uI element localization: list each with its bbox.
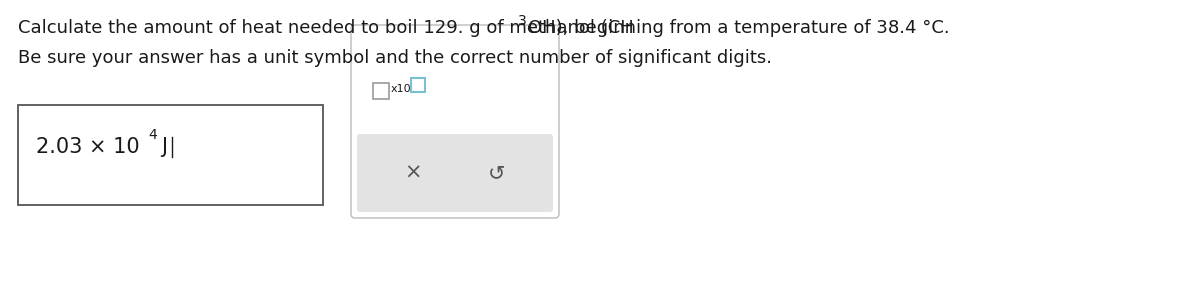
Text: 4: 4 — [148, 128, 157, 142]
Bar — [18, 105, 323, 205]
FancyBboxPatch shape — [352, 25, 559, 218]
Text: ×: × — [404, 163, 422, 183]
Bar — [410, 78, 425, 92]
Text: J: J — [161, 137, 167, 157]
Text: Calculate the amount of heat needed to boil 129. g of methanol (CH: Calculate the amount of heat needed to b… — [18, 19, 634, 37]
Text: OH), beginning from a temperature of 38.4 °C.: OH), beginning from a temperature of 38.… — [528, 19, 949, 37]
Text: 3: 3 — [518, 14, 527, 28]
Text: 2.03 × 10: 2.03 × 10 — [36, 137, 139, 157]
Text: x10: x10 — [391, 84, 412, 94]
Bar — [373, 83, 389, 99]
Text: Be sure your answer has a unit symbol and the correct number of significant digi: Be sure your answer has a unit symbol an… — [18, 49, 772, 67]
Text: ↺: ↺ — [488, 163, 505, 183]
FancyBboxPatch shape — [358, 134, 553, 212]
